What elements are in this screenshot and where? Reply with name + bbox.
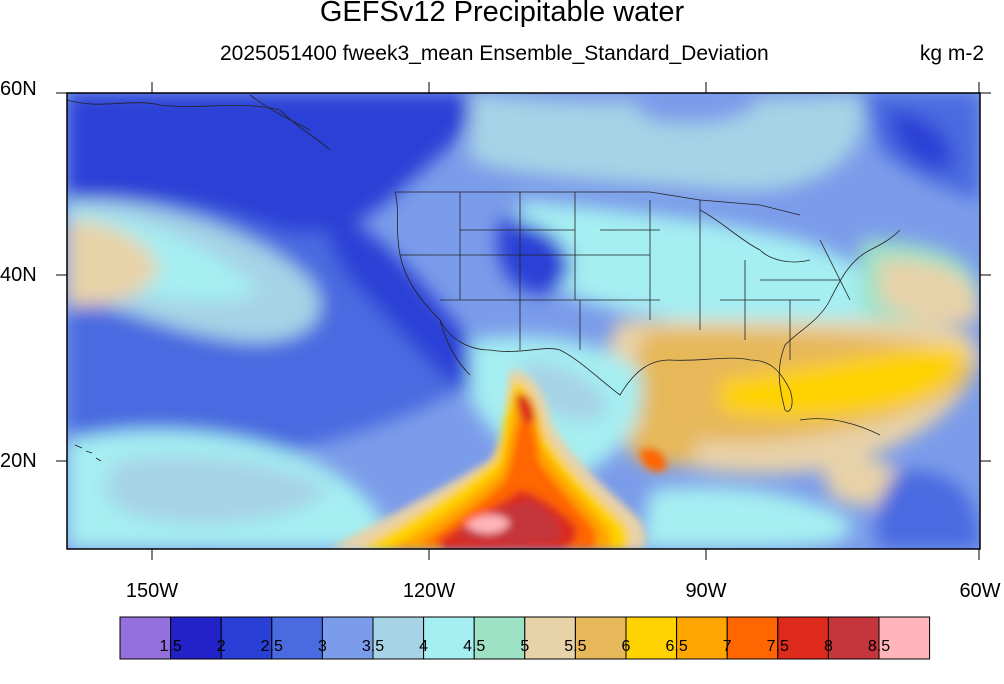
colorbar-label: 2 [216, 638, 226, 655]
lon-label-120w: 120W [402, 580, 456, 602]
colorbar-swatch [220, 616, 273, 660]
colorbar-swatch [119, 616, 172, 660]
colorbar-swatch [676, 616, 728, 660]
colorbar-label: 1.5 [159, 638, 182, 655]
colorbar-label: 4 [419, 638, 429, 655]
colorbar-swatch [878, 616, 931, 660]
colorbar-label: 2.5 [260, 638, 283, 655]
colorbar-label: 8.5 [867, 638, 891, 655]
colorbar [119, 616, 931, 660]
lon-label-150w: 150W [125, 580, 179, 602]
lat-label-40n: 40N [0, 264, 37, 286]
boundaries [67, 94, 901, 462]
colorbar-label: 7.5 [766, 638, 789, 655]
lon-label-60w: 60W [959, 580, 1001, 602]
colorbar-label: 6 [621, 638, 631, 655]
colorbar-swatch [524, 616, 576, 660]
colorbar-label: 3.5 [361, 638, 385, 655]
colorbar-swatch [827, 616, 880, 660]
colorbar-label: 6.5 [665, 638, 688, 655]
map-title: GEFSv12 Precipitable water [319, 0, 685, 28]
colorbar-swatch [372, 616, 425, 660]
lat-label-20n: 20N [0, 450, 37, 472]
map-frame [66, 92, 981, 550]
colorbar-label: 5 [520, 638, 530, 655]
colorbar-label: 8 [823, 638, 833, 655]
colorbar-swatch [423, 616, 475, 660]
colorbar-swatch [574, 616, 627, 660]
colorbar-swatch [625, 616, 678, 660]
colorbar-label: 4.5 [463, 638, 486, 655]
tick-marks [56, 82, 991, 560]
colorbar-swatch [726, 616, 779, 660]
units-label: kg m-2 [919, 42, 984, 65]
colorbar-label: 7 [722, 638, 732, 655]
lon-label-90w: 90W [685, 580, 727, 602]
colorbar-swatch [473, 616, 526, 660]
colorbar-label: 3 [317, 638, 327, 655]
colorbar-label: 5.5 [564, 638, 587, 655]
precip-water-field [67, 93, 980, 549]
map-subtitle: 2025051400 fweek3_mean Ensemble_Standard… [220, 42, 769, 65]
lat-label-60n: 60N [0, 78, 37, 100]
colorbar-swatch [271, 616, 323, 660]
